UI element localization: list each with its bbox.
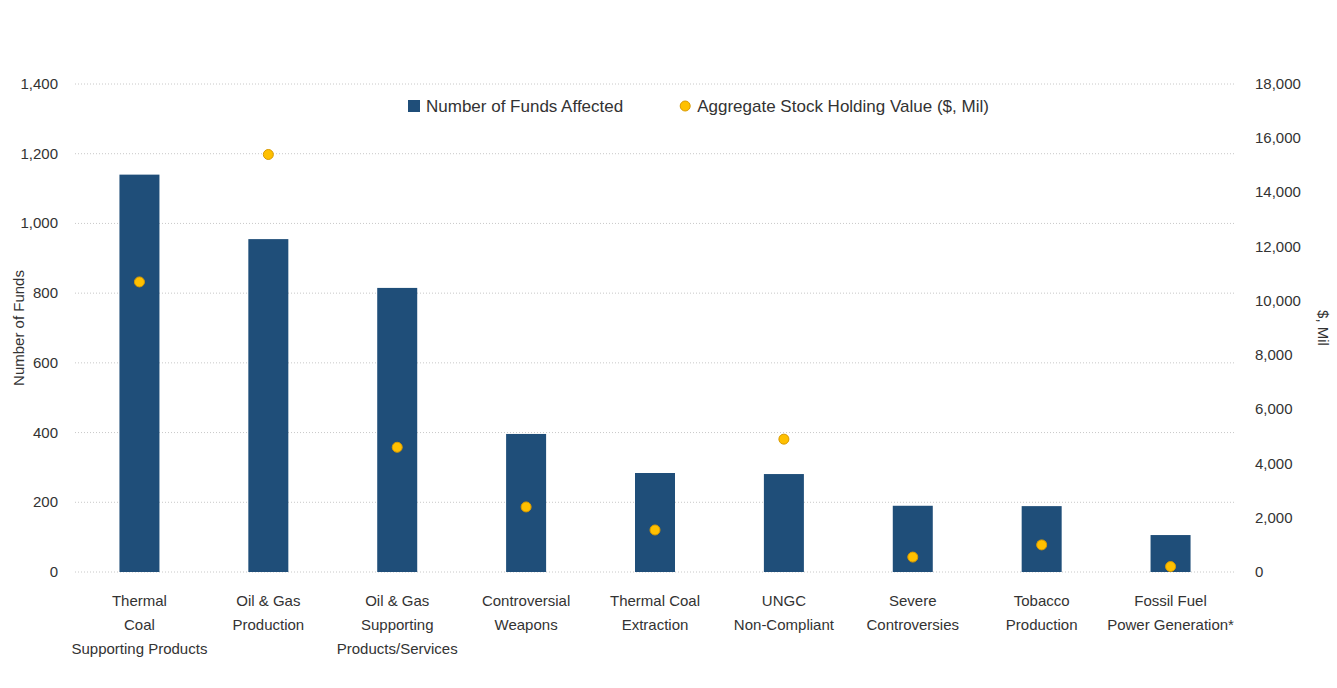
dot: [650, 525, 660, 535]
grid-line: [75, 223, 1235, 224]
dot: [392, 442, 402, 452]
y2-tick: [1235, 409, 1239, 410]
y-tick-label: 800: [33, 284, 58, 301]
y2-tick: [1235, 192, 1239, 193]
y2-tick: [1235, 138, 1239, 139]
bar: [248, 239, 288, 572]
x-tick-line: Products/Services: [337, 640, 458, 657]
y2-tick-label: 18,000: [1255, 75, 1301, 92]
y2-axis-title: $, Mil: [1315, 310, 1332, 346]
bar: [1022, 506, 1062, 572]
bar: [377, 288, 417, 572]
x-tick-label: Oil & Gas Supporting Products/Services: [337, 592, 458, 657]
y-tick-label: 1,200: [20, 145, 58, 162]
chart: 0 200 400 600 800 1,000 1,200 1,400 0 2,000 4,000 6…: [0, 0, 1337, 688]
y2-tick: [1235, 572, 1239, 573]
x-tick-line: Weapons: [495, 616, 558, 633]
x-tick-line: Controversial: [482, 592, 570, 609]
x-tick-label: Tobacco Production: [1006, 592, 1078, 633]
grid: [75, 84, 1235, 572]
legend-swatch: [408, 100, 420, 112]
x-tick-line: Coal: [124, 616, 155, 633]
y2-tick-label: 2,000: [1255, 509, 1293, 526]
y2-tick: [1235, 517, 1239, 518]
y2-tick: [1235, 463, 1239, 464]
y2-tick-label: 0: [1255, 563, 1263, 580]
bar: [893, 506, 933, 572]
marks: [119, 149, 1190, 572]
bar: [764, 474, 804, 572]
dot: [263, 149, 273, 159]
y2-tick-label: 6,000: [1255, 400, 1293, 417]
y-tick-label: 400: [33, 424, 58, 441]
y2-tick-label: 14,000: [1255, 183, 1301, 200]
x-tick-line: Power Generation*: [1107, 616, 1234, 633]
y2-tick-label: 16,000: [1255, 129, 1301, 146]
x-tick-line: Extraction: [622, 616, 689, 633]
x-tick-line: Supporting: [361, 616, 434, 633]
x-tick-label: Fossil Fuel Power Generation*: [1107, 592, 1234, 633]
legend-label: Aggregate Stock Holding Value ($, Mil): [697, 97, 989, 116]
x-tick-label: Thermal Coal Supporting Products: [71, 592, 207, 657]
y2-tick-label: 10,000: [1255, 292, 1301, 309]
x-tick-line: Oil & Gas: [365, 592, 429, 609]
y-tick-label: 1,400: [20, 75, 58, 92]
y-axis-title: Number of Funds: [10, 270, 27, 386]
x-tick-line: UNGC: [762, 592, 806, 609]
bar: [1151, 535, 1191, 572]
bar: [635, 473, 675, 572]
y2-tick: [1235, 300, 1239, 301]
y-tick-label: 200: [33, 493, 58, 510]
y-tick-label: 1,000: [20, 214, 58, 231]
dot: [1166, 562, 1176, 572]
x-tick-line: Severe: [889, 592, 937, 609]
bar: [119, 175, 159, 572]
x-tick-line: Supporting Products: [71, 640, 207, 657]
grid-line: [75, 84, 1235, 85]
y-tick-label: 600: [33, 354, 58, 371]
y2-tick: [1235, 84, 1239, 85]
y2-tick-label: 12,000: [1255, 238, 1301, 255]
x-tick-line: Non-Compliant: [734, 616, 835, 633]
y2-tick-label: 4,000: [1255, 455, 1293, 472]
legend-swatch: [680, 101, 690, 111]
x-tick-line: Thermal Coal: [610, 592, 700, 609]
x-tick-line: Production: [232, 616, 304, 633]
x-tick-line: Oil & Gas: [236, 592, 300, 609]
y-tick-label: 0: [50, 563, 58, 580]
x-tick-line: Thermal: [112, 592, 167, 609]
dot: [908, 552, 918, 562]
x-tick-line: Production: [1006, 616, 1078, 633]
y2-tick: [1235, 246, 1239, 247]
x-tick-label: UNGC Non-Compliant: [734, 592, 835, 633]
x-tick-label: Severe Controversies: [867, 592, 960, 633]
y2-tick-label: 8,000: [1255, 346, 1293, 363]
x-tick-label: Controversial Weapons: [482, 592, 570, 633]
x-tick-label: Thermal Coal Extraction: [610, 592, 700, 633]
dot: [1037, 540, 1047, 550]
x-tick-label: Oil & Gas Production: [232, 592, 304, 633]
grid-line: [75, 153, 1235, 154]
y2-tick: [1235, 355, 1239, 356]
x-tick-line: Tobacco: [1014, 592, 1070, 609]
x-tick-line: Fossil Fuel: [1134, 592, 1207, 609]
dot: [779, 434, 789, 444]
x-tick-line: Controversies: [867, 616, 960, 633]
dot: [134, 277, 144, 287]
dot: [521, 502, 531, 512]
legend-label: Number of Funds Affected: [426, 97, 623, 116]
legend: Number of Funds Affected Aggregate Stock …: [408, 97, 989, 116]
bar: [506, 434, 546, 572]
